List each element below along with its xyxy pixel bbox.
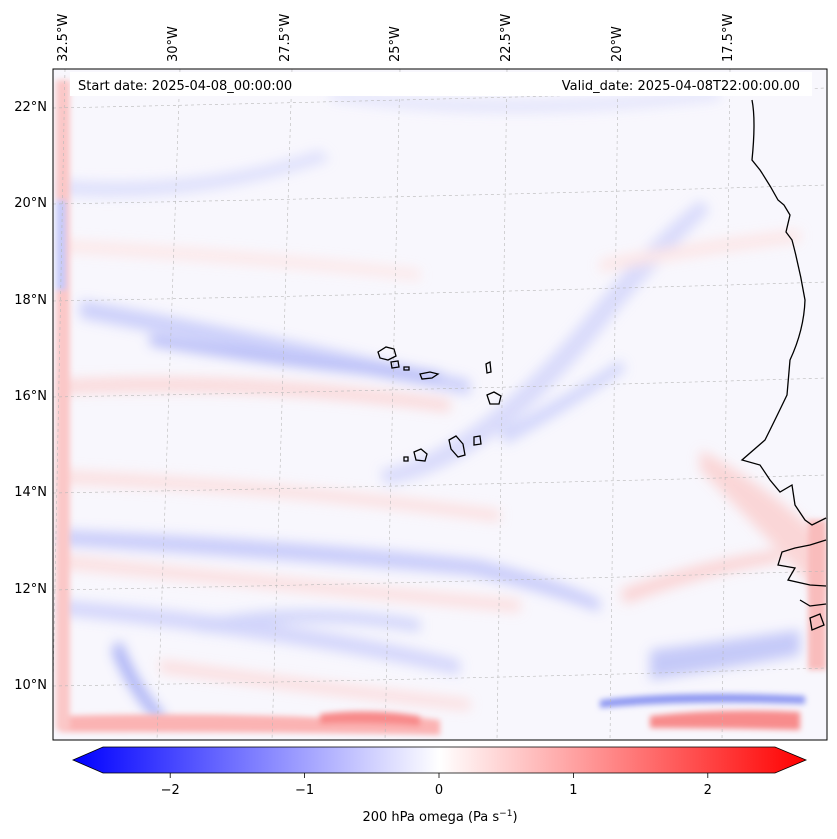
cape-verde-islands [377, 346, 502, 462]
longitude-axis: 32.5°W 30°W 27.5°W 25°W 22.5°W 20°W 17.5… [56, 14, 736, 62]
colorbar: −2 −1 0 1 2 200 hPa omega (Pa s−1) [71, 746, 808, 825]
lat-label-12n: 12°N [14, 582, 47, 597]
colorbar-tick-label: 1 [569, 783, 577, 798]
colorbar-gradient [71, 746, 808, 774]
lat-label-20n: 20°N [14, 196, 47, 211]
colorbar-tick-label: −1 [295, 783, 314, 798]
start-date-label: Start date: 2025-04-08_00:00:00 [78, 79, 292, 94]
lon-label-27-5w: 27.5°W [278, 14, 293, 62]
lat-label-10n: 10°N [14, 678, 47, 693]
lat-label-14n: 14°N [14, 485, 47, 500]
colorbar-label: 200 hPa omega (Pa s−1) [362, 809, 517, 825]
valid-date-label: Valid_date: 2025-04-08T22:00:00.00 [562, 79, 800, 94]
colorbar-ticks: −2 −1 0 1 2 [161, 773, 712, 798]
lon-label-30w: 30°W [166, 26, 181, 62]
omega-field [53, 69, 827, 740]
lon-label-25w: 25°W [388, 26, 403, 62]
lon-label-20w: 20°W [610, 26, 625, 62]
lon-label-32-5w: 32.5°W [56, 14, 71, 62]
lon-label-17-5w: 17.5°W [721, 14, 736, 62]
lat-label-22n: 22°N [14, 100, 47, 115]
lat-label-16n: 16°N [14, 389, 47, 404]
colorbar-tick-label: −2 [161, 783, 180, 798]
latitude-axis: 22°N 20°N 18°N 16°N 14°N 12°N 10°N [14, 100, 47, 693]
coastline [740, 99, 827, 631]
lon-label-22-5w: 22.5°W [499, 14, 514, 62]
colorbar-tick-label: 0 [435, 783, 443, 798]
map-frame [52, 68, 828, 741]
lat-label-18n: 18°N [14, 293, 47, 308]
colorbar-tick-label: 2 [704, 783, 712, 798]
graticule [53, 69, 827, 740]
